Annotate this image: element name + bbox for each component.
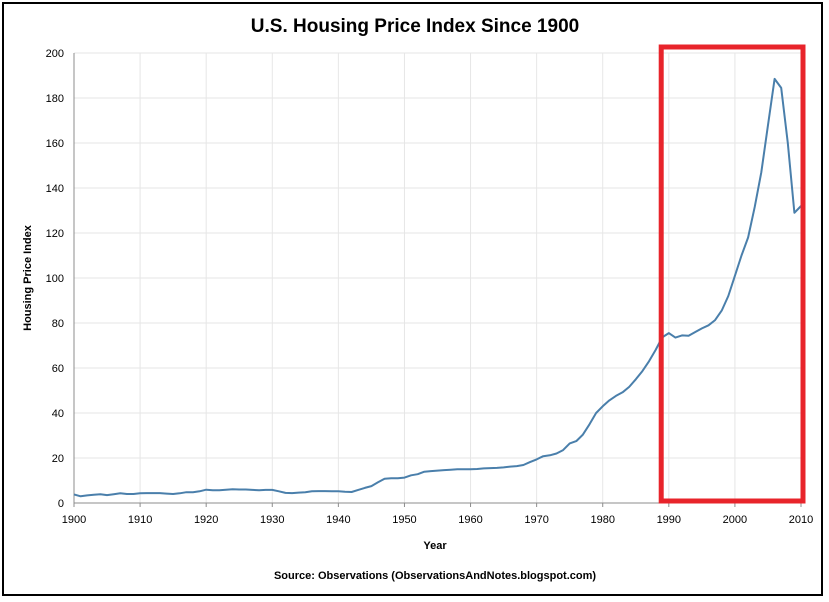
x-tick-label: 1900 <box>62 514 86 526</box>
chart-title: U.S. Housing Price Index Since 1900 <box>251 16 579 37</box>
x-tick-label: 1970 <box>524 514 548 526</box>
y-tick-label: 80 <box>52 318 64 330</box>
y-tick-label: 180 <box>46 93 64 105</box>
x-axis-label: Year <box>423 540 447 552</box>
x-tick-label: 2010 <box>789 514 813 526</box>
series-line <box>73 77 802 498</box>
y-axis-label: Housing Price Index <box>22 224 34 331</box>
y-tick-label: 140 <box>46 183 64 195</box>
x-tick-label: 1920 <box>194 514 218 526</box>
y-tick-label: 40 <box>52 408 64 420</box>
y-tick-label: 60 <box>52 363 64 375</box>
y-tick-label: 20 <box>52 453 64 465</box>
x-tick-label: 1990 <box>657 514 681 526</box>
highlight-box <box>658 44 806 504</box>
chart-frame <box>2 2 823 596</box>
x-tick-label: 1980 <box>590 514 614 526</box>
x-tick-label: 1950 <box>392 514 416 526</box>
line-series <box>73 77 802 498</box>
gridlines <box>73 52 802 507</box>
x-tick-label: 1930 <box>260 514 284 526</box>
x-tick-label: 1960 <box>458 514 482 526</box>
x-tick-labels: 1900 1910 1920 1930 1940 1950 1960 1970 1980 1990… <box>62 514 813 526</box>
x-tick-label: 1910 <box>128 514 152 526</box>
y-tick-label: 160 <box>46 138 64 150</box>
y-tick-label: 120 <box>46 228 64 240</box>
y-tick-label: 0 <box>58 498 64 510</box>
x-tick-label: 1940 <box>326 514 350 526</box>
x-tick-label: 2000 <box>723 514 747 526</box>
y-tick-labels: 0 20 40 60 80 100 120 140 160 180 200 <box>46 48 64 510</box>
y-tick-label: 100 <box>46 273 64 285</box>
source-note: Source: Observations (ObservationsAndNot… <box>274 570 596 582</box>
y-tick-label: 200 <box>46 48 64 60</box>
